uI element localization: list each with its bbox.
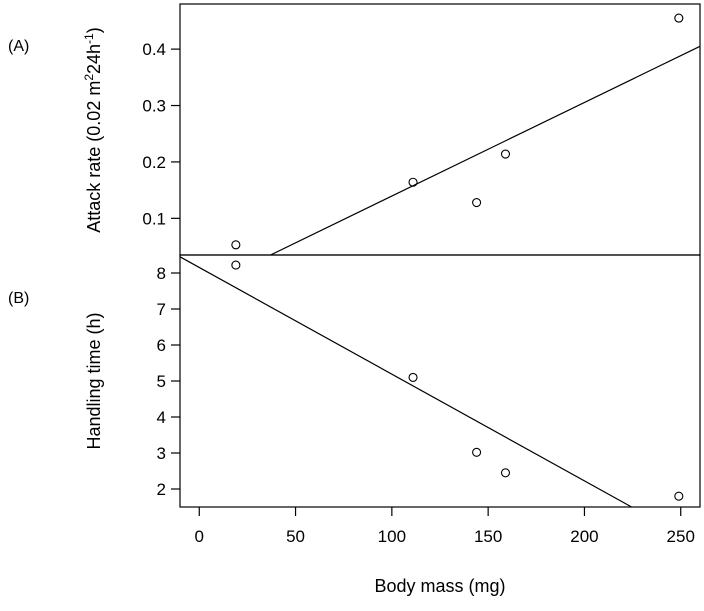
panel-b-x-axis: 0 50 100 150 200 250 (195, 507, 695, 546)
panel-a-ylabel-main: Attack rate (0.02 m (84, 81, 104, 233)
data-point (231, 240, 241, 250)
panel-a-ylabel-sup2: -1 (82, 33, 96, 44)
x-tick-label: 150 (474, 527, 502, 546)
panel-a-label: (A) (8, 38, 29, 55)
panel-a-fit-line (270, 45, 701, 256)
data-point (500, 149, 511, 159)
data-point (500, 468, 511, 478)
data-point (472, 197, 482, 208)
panel-b-label: (B) (8, 290, 29, 307)
y-tick-label: 8 (157, 264, 166, 283)
data-point (472, 447, 482, 457)
y-tick-label: 0.1 (142, 209, 166, 228)
y-tick-label: 2 (157, 480, 166, 499)
panel-b-y-axis: 2 3 4 5 6 7 8 (157, 264, 180, 499)
y-tick-label: 7 (157, 300, 166, 319)
panel-a-ylabel-sup1: 2 (82, 74, 96, 81)
x-tick-label: 250 (667, 527, 695, 546)
panel-a-points (231, 13, 684, 250)
y-tick-label: 4 (157, 408, 166, 427)
panel-b-frame (179, 254, 701, 508)
x-tick-label: 100 (378, 527, 406, 546)
data-point (674, 13, 684, 23)
panel-a-ylabel-mid: 24h (84, 44, 104, 74)
panel-b: (B) 2 3 4 5 6 7 8 0 50 100 150 200 250 Handling tim… (8, 254, 701, 596)
x-tick-label: 200 (570, 527, 598, 546)
panel-a-y-axis-title: Attack rate (0.02 m224h-1) (82, 27, 104, 232)
x-tick-label: 0 (195, 527, 204, 546)
data-point (408, 177, 418, 187)
data-point (408, 372, 418, 382)
x-axis-title: Body mass (mg) (374, 576, 505, 596)
panel-a: (A) 0.1 0.2 0.3 0.4 Attack rate (0.02 m224h… (8, 3, 701, 256)
y-tick-label: 0.2 (142, 153, 166, 172)
panel-a-y-axis: 0.1 0.2 0.3 0.4 (142, 40, 180, 228)
y-tick-label: 0.4 (142, 40, 166, 59)
y-tick-label: 5 (157, 372, 166, 391)
data-point (674, 491, 684, 501)
y-tick-label: 6 (157, 336, 166, 355)
panel-b-fit-line (179, 256, 632, 508)
y-tick-label: 3 (157, 444, 166, 463)
y-tick-label: 0.3 (142, 97, 166, 116)
panel-a-frame (179, 3, 701, 256)
data-point (231, 260, 241, 270)
x-tick-label: 50 (286, 527, 305, 546)
panel-b-points (231, 260, 684, 501)
panel-a-ylabel-end: ) (84, 27, 104, 33)
panel-b-y-axis-title: Handling time (h) (84, 312, 104, 449)
